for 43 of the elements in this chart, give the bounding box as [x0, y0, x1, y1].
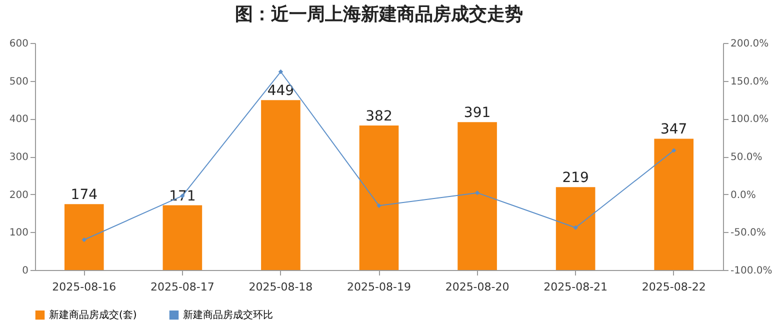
y-tick-label: 200: [9, 190, 28, 201]
data-label: 174: [70, 187, 98, 204]
data-label: 449: [267, 83, 294, 100]
y-tick-label: 100: [9, 228, 28, 239]
bar: [654, 138, 694, 270]
chart-title: 图：近一周上海新建商品房成交走势: [235, 4, 523, 25]
bar: [458, 122, 497, 270]
y-tick-label: 400: [9, 114, 28, 126]
data-label: 391: [464, 105, 491, 122]
y-tick-label: 0: [22, 266, 28, 276]
bar: [556, 187, 596, 270]
point: [376, 203, 382, 208]
y2-tick-label: 200.0%: [730, 38, 769, 50]
x-tick-label: 2025-08-17: [150, 280, 214, 294]
legend-label: 新建商品房成交(套): [49, 309, 137, 322]
legend-label: 新建商品房成交环比: [183, 309, 273, 322]
x-tick-label: 2025-08-18: [248, 280, 313, 294]
x-tick-label: 2025-08-20: [445, 280, 510, 294]
bar: [64, 204, 104, 270]
data-label: 347: [660, 122, 688, 138]
point: [278, 69, 284, 74]
point: [672, 148, 676, 153]
x-tick-label: 2025-08-21: [544, 280, 608, 294]
x-tick-label: 2025-08-22: [642, 280, 706, 294]
point: [573, 225, 578, 230]
y2-tick-label: 0.0%: [730, 190, 756, 201]
y2-tick-label: 50.0%: [730, 152, 762, 163]
point: [474, 190, 480, 196]
point: [82, 237, 86, 242]
y2-tick-label: 100.0%: [730, 114, 769, 126]
y-tick-label: 600: [9, 38, 28, 50]
bar: [261, 100, 300, 270]
data-label: 219: [562, 170, 589, 186]
y2-tick-label: -50.0%: [730, 228, 766, 239]
x-tick-label: 2025-08-19: [347, 280, 411, 294]
y2-tick-label: 150.0%: [730, 76, 769, 88]
x-tick-label: 2025-08-16: [52, 280, 116, 294]
bar: [162, 205, 202, 270]
bar: [359, 125, 399, 270]
y-tick-label: 300: [9, 152, 28, 163]
y2-tick-label: -100.0%: [730, 266, 772, 276]
y-tick-label: 500: [9, 76, 28, 88]
data-label: 382: [366, 108, 392, 124]
